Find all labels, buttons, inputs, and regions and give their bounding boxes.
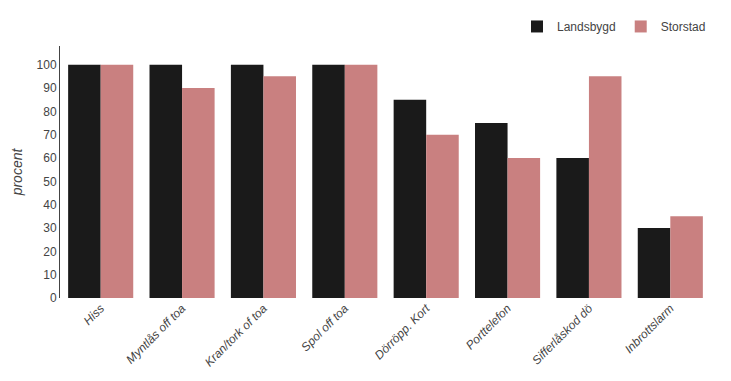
svg-text:10: 10 — [43, 268, 57, 282]
svg-text:100: 100 — [37, 58, 57, 72]
svg-text:Hiss: Hiss — [81, 301, 107, 327]
svg-text:Dörröpp. Kort: Dörröpp. Kort — [372, 301, 433, 362]
svg-text:Sifferlåskod dö: Sifferlåskod dö — [529, 301, 595, 367]
svg-text:20: 20 — [43, 245, 57, 259]
svg-text:Porttelefon: Porttelefon — [463, 301, 514, 352]
svg-text:Myntlås off toa: Myntlås off toa — [123, 301, 188, 366]
svg-text:90: 90 — [43, 81, 57, 95]
svg-text:40: 40 — [43, 198, 57, 212]
svg-text:30: 30 — [43, 221, 57, 235]
svg-text:80: 80 — [43, 105, 57, 119]
svg-text:Kran/tork of toa: Kran/tork of toa — [202, 301, 270, 369]
svg-text:0: 0 — [50, 291, 57, 305]
svg-text:50: 50 — [43, 175, 57, 189]
svg-text:70: 70 — [43, 128, 57, 142]
svg-text:60: 60 — [43, 151, 57, 165]
svg-text:Landsbygd: Landsbygd — [557, 20, 616, 34]
svg-text:Storstad: Storstad — [661, 20, 706, 34]
svg-text:procent: procent — [9, 148, 25, 197]
svg-text:Spol off toa: Spol off toa — [298, 301, 351, 354]
svg-text:Inbrottslarm: Inbrottslarm — [622, 301, 677, 356]
